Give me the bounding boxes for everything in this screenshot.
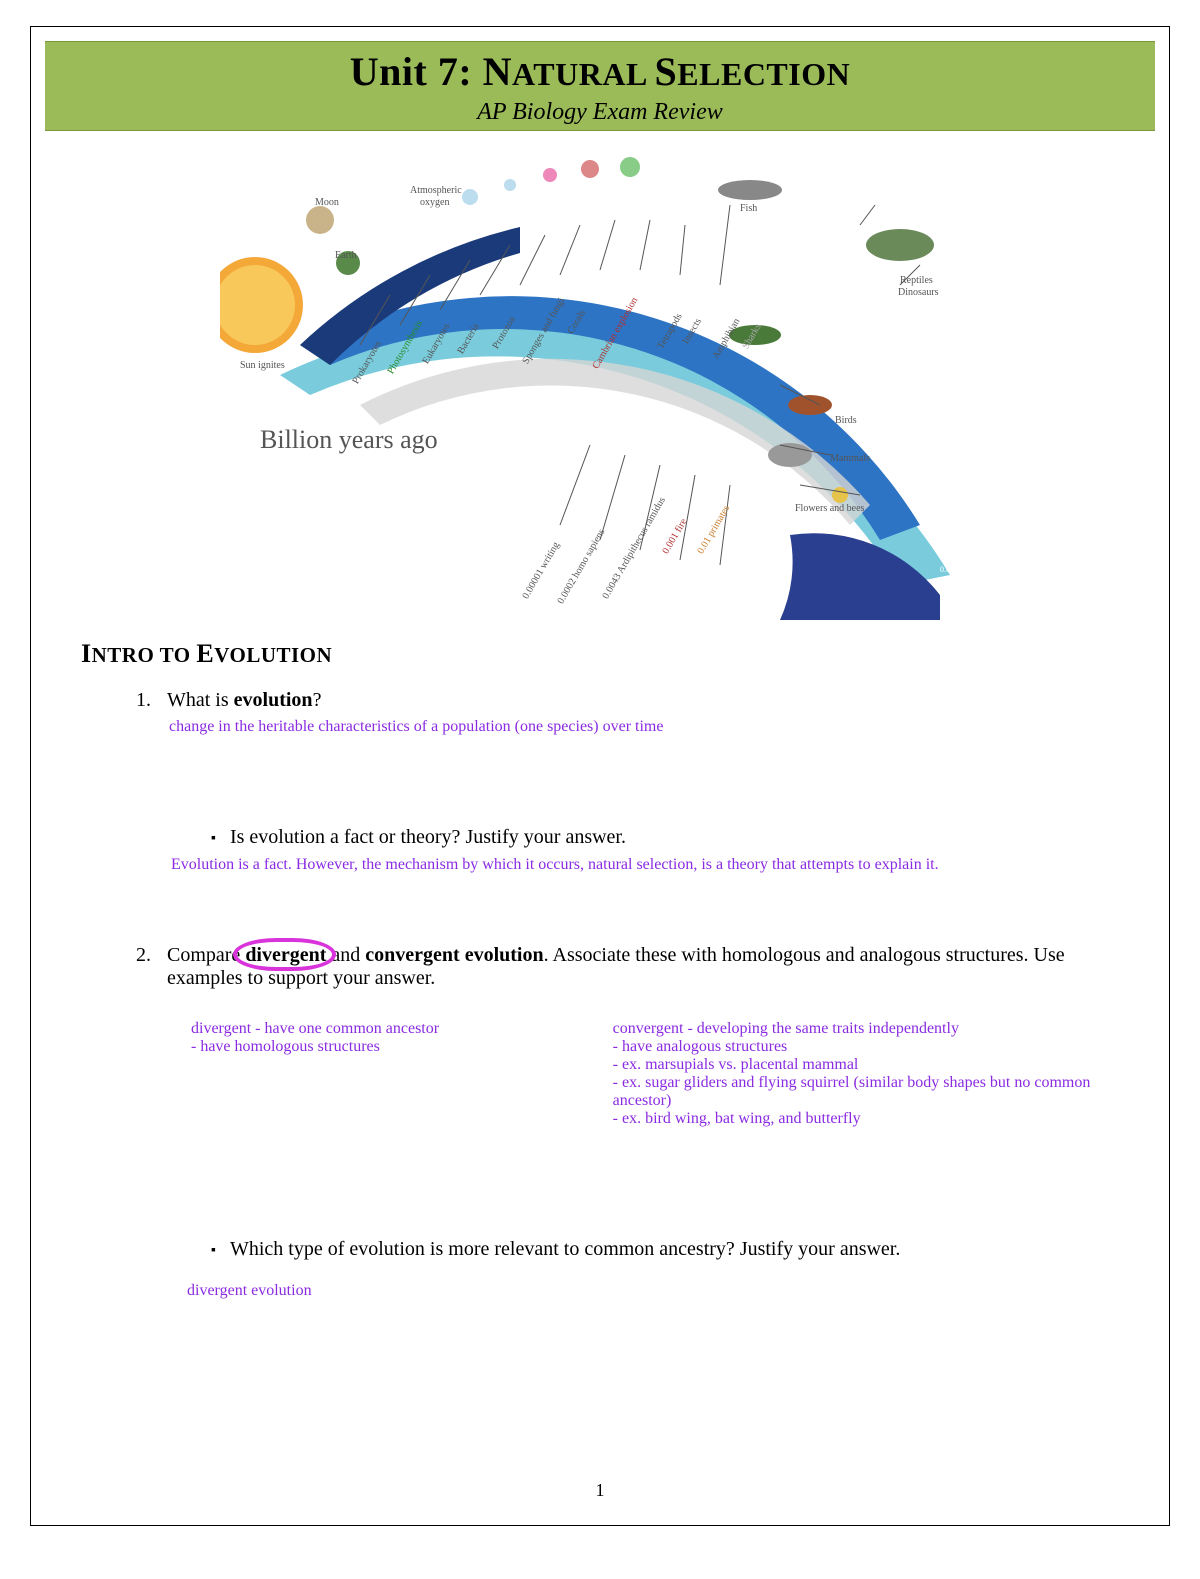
title-rest1: ATURAL	[512, 56, 654, 92]
q2-right-3: - ex. sugar gliders and flying squirrel …	[613, 1074, 1119, 1110]
q1-pre: What is	[167, 689, 234, 711]
q2-bold2: convergent evolution	[365, 944, 543, 966]
label-moon: Moon	[315, 197, 339, 208]
q2-answer-columns: divergent - have one common ancestor - h…	[191, 1020, 1119, 1128]
label-flowers: Flowers and bees	[795, 503, 864, 514]
label-mammals: Mammals	[830, 453, 870, 464]
q2-right-4: - ex. bird wing, bat wing, and butterfly	[613, 1110, 1119, 1128]
q2-text: Compare divergent and convergent evoluti…	[167, 944, 1119, 990]
q1-sub-question: ▪ Is evolution a fact or theory? Justify…	[211, 826, 1119, 852]
label-atmo1: Atmospheric	[410, 185, 462, 196]
section-heading: INTRO TO EVOLUTION	[81, 639, 1169, 669]
q2-sub-answer: divergent evolution	[187, 1282, 1119, 1300]
sec-rest2: VOLUTION	[214, 643, 332, 667]
label-birds: Birds	[835, 415, 857, 426]
q1-text: What is evolution?	[167, 689, 321, 712]
label-reptiles: Reptiles	[900, 275, 933, 286]
q1-sub-text: Is evolution a fact or theory? Justify y…	[230, 826, 626, 849]
sec-cap2: E	[196, 639, 214, 668]
label-atmo2: oxygen	[420, 197, 449, 208]
content-body: 1. What is evolution? change in the heri…	[131, 689, 1119, 1300]
q2-right-2: - ex. marsupials vs. placental mammal	[613, 1056, 1119, 1074]
q2-right-col: convergent - developing the same traits …	[613, 1020, 1119, 1128]
label-earth: Earth	[335, 250, 357, 261]
q2-sub-question: ▪ Which type of evolution is more releva…	[211, 1238, 1119, 1264]
q2-left-1: - have homologous structures	[191, 1038, 553, 1056]
label-001: 0.01	[940, 565, 954, 574]
timeline-diagram: Billion years ago Moon Earth Sun ignites…	[220, 145, 980, 625]
q1-post: ?	[313, 689, 322, 711]
q1-bold: evolution	[234, 689, 313, 711]
title-prefix: Unit 7:	[350, 49, 483, 94]
header-banner: Unit 7: NATURAL SELECTION AP Biology Exa…	[45, 41, 1155, 131]
q1-sub-answer: Evolution is a fact. However, the mechan…	[171, 856, 1119, 874]
q2-sub-text: Which type of evolution is more relevant…	[230, 1238, 900, 1261]
label-fish: Fish	[740, 203, 757, 214]
sec-rest1: NTRO TO	[92, 643, 197, 667]
page-title: Unit 7: NATURAL SELECTION	[45, 48, 1155, 95]
title-cap1: N	[483, 49, 512, 94]
document-page: Unit 7: NATURAL SELECTION AP Biology Exa…	[30, 26, 1170, 1526]
sec-cap1: I	[81, 639, 92, 668]
q1-answer: change in the heritable characteristics …	[169, 718, 1119, 736]
page-number: 1	[31, 1480, 1169, 1501]
q1-number: 1.	[131, 689, 151, 712]
q2-left-0: divergent - have one common ancestor	[191, 1020, 553, 1038]
q2-right-1: - have analogous structures	[613, 1038, 1119, 1056]
bullet-icon: ▪	[211, 1238, 216, 1264]
label-sun: Sun ignites	[240, 360, 285, 371]
bullet-icon: ▪	[211, 826, 216, 852]
q2-left-col: divergent - have one common ancestor - h…	[191, 1020, 553, 1128]
label-dinos: Dinosaurs	[898, 287, 939, 298]
title-rest2: ELECTION	[677, 56, 850, 92]
q2-right-0: convergent - developing the same traits …	[613, 1020, 1119, 1038]
q2-circled: divergent	[245, 944, 326, 967]
question-1: 1. What is evolution?	[131, 689, 1119, 712]
question-2: 2. Compare divergent and convergent evol…	[131, 944, 1119, 990]
title-cap2: S	[655, 49, 678, 94]
arc-svg	[220, 145, 980, 625]
diagram-big-label: Billion years ago	[260, 425, 438, 455]
q2-number: 2.	[131, 944, 151, 990]
page-subtitle: AP Biology Exam Review	[45, 99, 1155, 126]
